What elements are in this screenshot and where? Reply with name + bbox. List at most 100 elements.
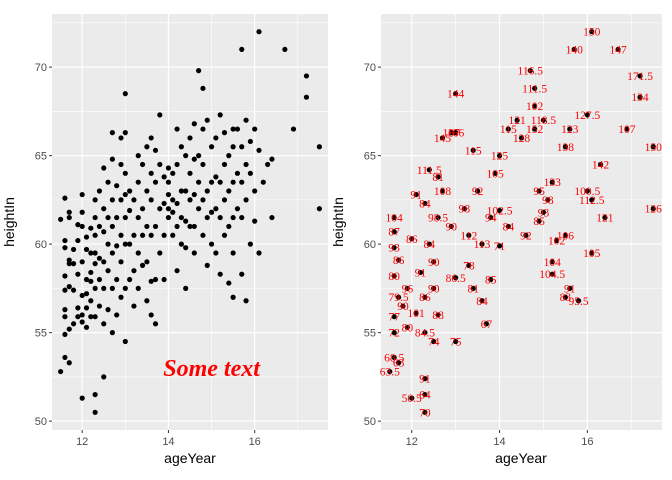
data-point — [135, 153, 141, 159]
data-point — [109, 330, 115, 336]
data-point — [79, 395, 85, 401]
data-point — [131, 303, 137, 309]
point-label: 94 — [485, 213, 497, 225]
data-point — [483, 321, 489, 327]
data-point — [545, 197, 551, 203]
point-label: 147 — [609, 44, 627, 56]
data-point — [431, 285, 437, 291]
data-point — [589, 250, 595, 256]
point-label: 95 — [533, 186, 545, 198]
data-point — [221, 130, 228, 136]
data-point — [453, 130, 459, 136]
data-point — [109, 223, 115, 230]
data-point — [422, 409, 428, 415]
data-point — [200, 126, 206, 132]
data-point — [148, 312, 154, 318]
x-tick-label: 14 — [162, 436, 174, 448]
point-label: 144 — [447, 89, 465, 101]
data-point — [109, 197, 115, 203]
data-point — [496, 153, 503, 159]
data-point — [492, 170, 498, 176]
data-point — [316, 144, 322, 150]
data-point — [243, 161, 249, 168]
data-point — [239, 271, 245, 277]
data-point — [536, 188, 542, 194]
data-point — [208, 209, 215, 215]
points-layer — [387, 29, 656, 415]
x-tick-label: 14 — [493, 436, 505, 448]
data-point — [183, 188, 189, 194]
data-point — [58, 216, 64, 222]
data-point — [230, 250, 236, 256]
data-point — [562, 144, 569, 150]
data-point — [479, 241, 485, 247]
data-point — [496, 207, 503, 214]
data-point — [88, 298, 94, 304]
point-label: 80 — [402, 322, 414, 334]
data-point — [217, 271, 223, 277]
data-point — [488, 214, 494, 221]
point-label: 123 — [561, 124, 579, 136]
data-point — [75, 305, 81, 311]
data-point — [174, 268, 180, 274]
data-point — [234, 126, 241, 132]
data-point — [152, 276, 159, 283]
data-point — [252, 126, 258, 132]
data-point — [118, 161, 124, 168]
x-tick-label: 12 — [76, 436, 88, 448]
data-point — [174, 200, 180, 207]
data-point — [187, 135, 193, 141]
data-point — [200, 85, 206, 91]
data-point — [135, 179, 141, 185]
data-point — [234, 206, 241, 212]
data-point — [260, 179, 266, 185]
data-point — [230, 294, 236, 300]
data-point — [208, 241, 215, 247]
data-point — [187, 170, 193, 176]
point-label: 84 — [424, 239, 436, 251]
data-point — [75, 314, 81, 320]
data-point — [435, 214, 441, 221]
data-point — [567, 126, 573, 132]
panel-background — [52, 14, 328, 430]
data-point — [505, 126, 511, 132]
point-label: 88 — [432, 310, 444, 322]
data-point — [221, 161, 228, 168]
data-point — [148, 197, 154, 203]
point-label: 142 — [592, 159, 610, 171]
data-point — [448, 130, 454, 136]
data-point — [165, 206, 172, 212]
data-point — [66, 284, 72, 290]
data-point — [88, 269, 94, 276]
x-tick-label: 16 — [249, 436, 261, 448]
data-point — [131, 197, 137, 203]
data-point — [187, 223, 193, 230]
data-point — [101, 285, 107, 291]
data-point — [79, 292, 85, 299]
point-label: 102 — [548, 236, 566, 248]
data-point — [256, 147, 262, 153]
data-point — [453, 338, 459, 345]
point-label: 133 — [544, 177, 562, 189]
data-point — [575, 298, 582, 304]
data-point — [178, 214, 184, 221]
data-point — [79, 209, 85, 215]
data-point — [96, 276, 103, 283]
point-label: 125 — [491, 151, 509, 163]
data-point — [101, 321, 107, 327]
data-point — [290, 126, 297, 132]
data-point — [157, 250, 163, 256]
data-point — [105, 307, 111, 313]
data-point — [152, 147, 159, 153]
data-point — [105, 268, 111, 274]
data-point — [118, 232, 124, 238]
data-point — [584, 188, 590, 194]
data-point — [161, 200, 167, 207]
data-point — [303, 73, 310, 79]
point-label: 140 — [566, 44, 584, 56]
data-point — [114, 183, 120, 189]
data-point — [213, 250, 219, 256]
data-point — [96, 255, 103, 261]
data-point — [122, 191, 128, 198]
